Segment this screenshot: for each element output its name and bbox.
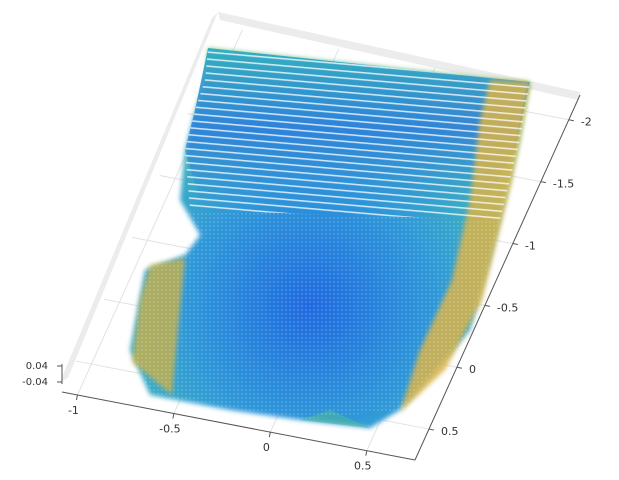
y-tick-label: 0 [469,363,476,376]
x-tick-label: 0.5 [354,460,372,473]
z-tick-label: -0.04 [22,377,48,388]
y-tick [540,181,546,184]
x-tick [172,413,175,419]
y-tick [456,366,463,369]
x-tick [75,394,78,401]
y-tick-label: 0.5 [441,425,459,438]
x-axis-line [61,391,416,461]
y-tick-label: -2 [581,116,592,129]
x-tick-label: -0.5 [159,423,180,436]
x-tick-label: 0 [263,441,270,454]
point-cloud [130,48,530,428]
y-tick-label: -0.5 [497,301,518,314]
x-tick [268,432,271,438]
y-tick [428,428,435,431]
y-tick [484,304,491,307]
y-tick [512,242,518,245]
y-tick-label: -1 [525,239,536,252]
axes: -1 -0.5 0 0.5 0.5 0 -0.5 -1 -1.5 -2 0.04 -0.04 [22,94,592,473]
z-tick-label: 0.04 [26,361,48,372]
x-tick [365,450,368,456]
y-tick-label: -1.5 [553,178,574,191]
x-tick-label: -1 [68,404,79,417]
y-axis-line [414,94,581,461]
y-tick [568,119,574,122]
